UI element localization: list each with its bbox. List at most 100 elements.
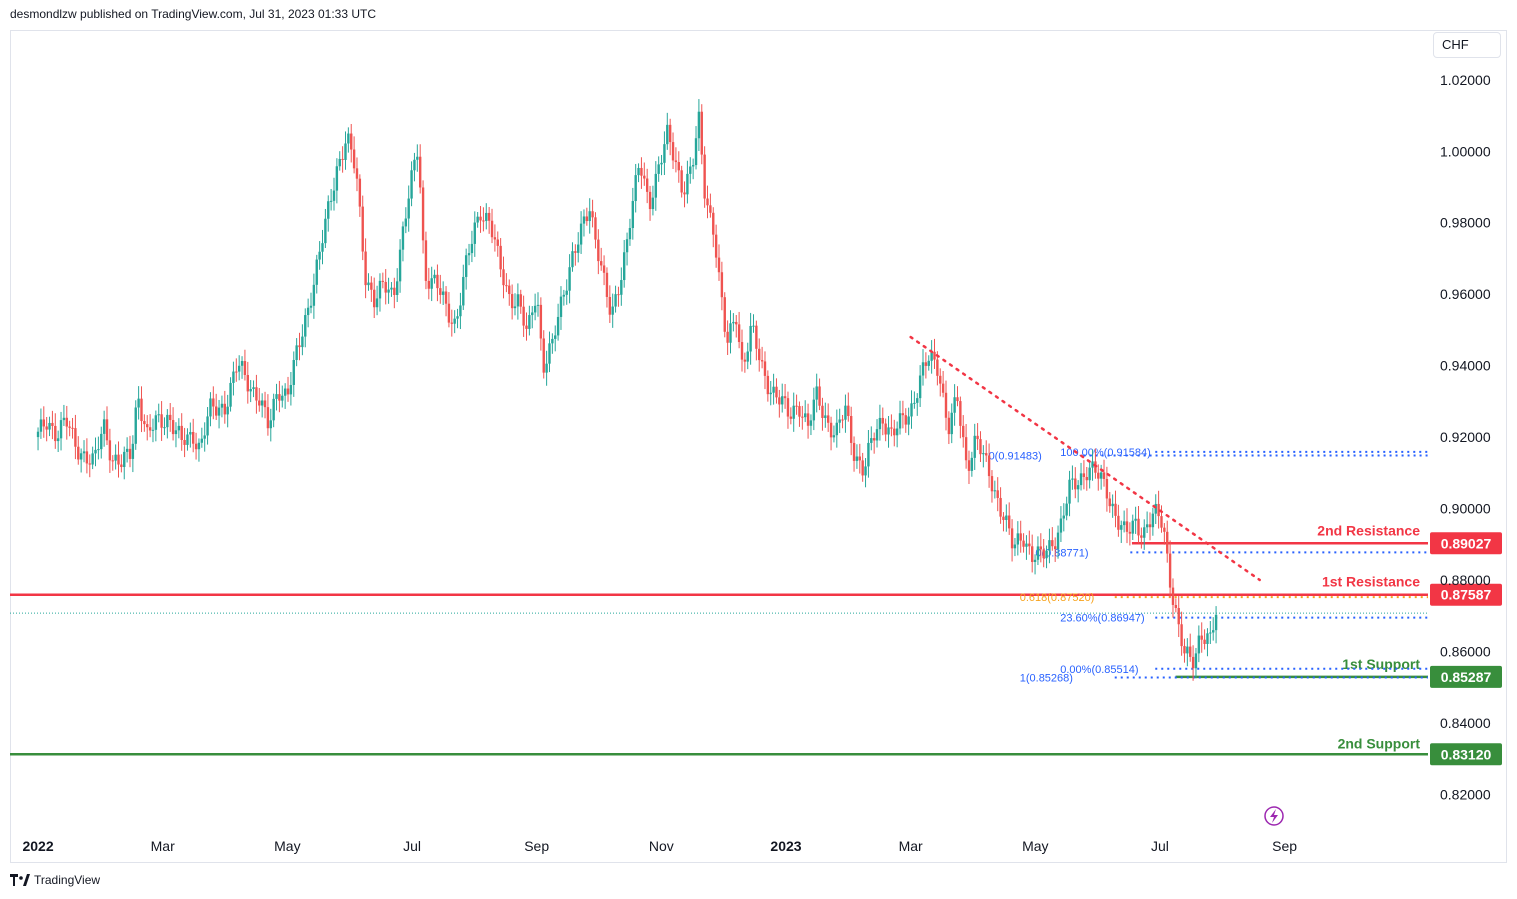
candle-body <box>559 296 563 317</box>
candle-body <box>815 386 818 400</box>
candle-body <box>591 211 594 218</box>
candle-body <box>849 416 853 443</box>
levels: 2nd Resistance 0.89027 1st Resistance 0.875… <box>10 522 1502 766</box>
candle-body <box>795 405 798 407</box>
candle-body <box>824 415 827 418</box>
candle-body <box>1168 553 1172 588</box>
candle-body <box>194 443 198 450</box>
candle-body <box>677 162 680 171</box>
candle-body <box>930 351 933 361</box>
candle-body <box>186 434 189 445</box>
candle-body <box>921 362 925 376</box>
candle-body <box>913 402 916 404</box>
candle-body <box>867 442 870 467</box>
candle-body <box>39 419 43 432</box>
candle-body <box>1212 630 1215 633</box>
candle-body <box>496 239 499 246</box>
candle-body <box>1114 503 1117 516</box>
y-tick-label: 1.00000 <box>1440 143 1491 159</box>
candle-body <box>1128 531 1132 534</box>
candle-body <box>571 251 574 268</box>
candle-body <box>154 415 158 430</box>
candle-body <box>660 162 663 165</box>
candle-body <box>100 433 103 450</box>
candle-body <box>953 397 956 413</box>
x-tick-label: 2022 <box>22 838 53 854</box>
candle-body <box>421 187 425 241</box>
candle-body <box>329 200 333 202</box>
candle-body <box>361 206 364 252</box>
candle-body <box>1013 544 1017 549</box>
candle-body <box>602 265 606 273</box>
candle-body <box>217 407 221 416</box>
candle-body <box>36 431 40 438</box>
candle-body <box>826 415 830 423</box>
candle-body <box>338 158 341 167</box>
candle-body <box>556 316 560 336</box>
candle-body <box>979 439 982 455</box>
candle-body <box>608 296 612 315</box>
candle-body <box>352 149 356 169</box>
candle-body <box>579 223 583 245</box>
candle-body <box>183 439 186 445</box>
candle-body <box>1186 646 1189 654</box>
candle-body <box>171 420 175 435</box>
candle-body <box>510 294 514 309</box>
candle-body <box>956 397 959 402</box>
candle-body <box>631 201 635 229</box>
candle-body <box>260 400 264 406</box>
candle-body <box>258 400 261 406</box>
candle-body <box>519 294 522 307</box>
candle-body <box>1131 520 1134 534</box>
candle-body <box>114 454 117 461</box>
candle-body <box>367 282 370 286</box>
level-name: 2nd Resistance <box>1317 522 1420 538</box>
candle-body <box>490 220 494 238</box>
candle-body <box>350 133 353 150</box>
candle-body <box>829 422 833 438</box>
candle-body <box>209 398 212 417</box>
candle-body <box>344 143 347 160</box>
candle-body <box>1203 639 1206 644</box>
candle-body <box>755 325 758 349</box>
candle-body <box>531 312 534 316</box>
candle-body <box>1197 635 1201 654</box>
candle-body <box>645 178 649 192</box>
footer-brand: TradingView <box>34 873 101 887</box>
candle-body <box>959 401 962 426</box>
candle-body <box>321 243 324 252</box>
candle-body <box>513 306 517 309</box>
candle-body <box>441 291 445 295</box>
x-tick-label: Jul <box>1151 838 1169 854</box>
candle-body <box>416 156 419 160</box>
candle-body <box>916 398 919 403</box>
candle-body <box>804 413 807 418</box>
candle-body <box>1163 527 1166 532</box>
candle-body <box>1177 607 1180 625</box>
candle-body <box>111 460 114 462</box>
candle-body <box>237 365 241 372</box>
candle-body <box>806 413 810 426</box>
candle-body <box>749 325 752 352</box>
candle-body <box>798 406 801 417</box>
candle-body <box>525 325 528 329</box>
candle-body <box>720 272 724 298</box>
candle-body <box>536 304 540 306</box>
candle-body <box>143 421 146 425</box>
currency-selector[interactable]: CHF <box>1433 32 1501 58</box>
candle-body <box>651 197 655 210</box>
candle-body <box>743 359 747 362</box>
candle-body <box>637 167 640 176</box>
candle-body <box>944 392 948 418</box>
candle-body <box>1125 521 1129 532</box>
candle-body <box>941 383 945 393</box>
candle-body <box>424 240 428 281</box>
candle-body <box>410 170 413 199</box>
candle-body <box>760 360 764 362</box>
candle-body <box>1111 503 1114 507</box>
candle-body <box>689 166 692 174</box>
candle-body <box>102 419 106 434</box>
candle-body <box>924 362 928 366</box>
candle-body <box>786 398 790 417</box>
